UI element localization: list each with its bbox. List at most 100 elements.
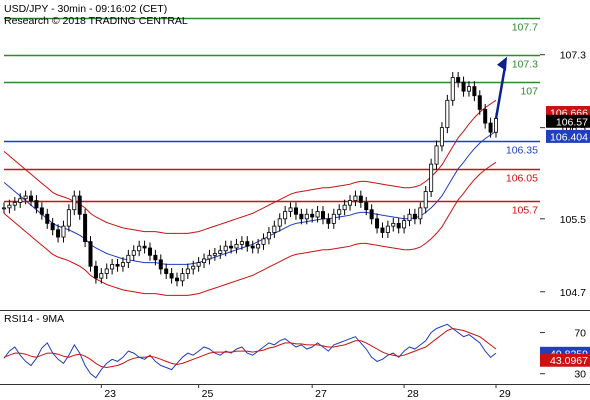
candle-body (418, 207, 423, 220)
candle-body (407, 213, 412, 222)
price-tag-label: 106.404 (550, 131, 588, 143)
candle-body (147, 247, 152, 256)
candle-body (391, 222, 396, 227)
candle-body (358, 195, 363, 203)
candle-body (364, 202, 369, 211)
level-label: 107 (520, 86, 538, 98)
candle-body (185, 268, 190, 274)
bollinger-bands (3, 99, 497, 296)
candle-body (450, 77, 455, 101)
forecast-arrow-head (497, 56, 507, 71)
candle-body (337, 209, 342, 215)
candle-body (126, 254, 131, 263)
candle-body (88, 241, 93, 267)
candle-body (466, 86, 471, 92)
rsi-lines (3, 323, 497, 379)
candle-body (434, 145, 439, 165)
candle-body (369, 209, 374, 220)
forecast-arrow-shaft (494, 66, 507, 119)
chart-title: USD/JPY - 30min - 09:16:02 (CET) (4, 3, 167, 15)
rsi-axis-ticks: 70 30 (540, 328, 586, 381)
candle-body (288, 207, 293, 212)
candle-body (483, 109, 488, 124)
candle-body (169, 273, 174, 279)
rsi-tags: 49.825943.0967 (540, 346, 590, 367)
price-tag-label: 106.57 (556, 116, 588, 128)
candle-body (310, 213, 315, 218)
main-background (0, 0, 590, 310)
candle-body (77, 195, 82, 215)
candle-body (493, 118, 498, 133)
candle-body (326, 218, 331, 224)
candle-body (461, 81, 466, 92)
candle-body (353, 195, 358, 201)
candle-body (110, 264, 115, 270)
candle-body (7, 204, 12, 209)
price-tag-box (546, 129, 590, 143)
candle-body (277, 218, 282, 227)
candle-body (175, 277, 180, 282)
candle-body (229, 245, 234, 249)
candle-body (234, 243, 239, 249)
level-label: 105.7 (512, 205, 538, 217)
candle-body (456, 77, 461, 83)
candle-body (256, 243, 261, 249)
candle-body (142, 245, 147, 249)
candle-body (34, 200, 39, 209)
level-label: 106.05 (506, 173, 538, 185)
candle-body (375, 218, 380, 229)
upper-band-line (3, 99, 497, 234)
candle-body (250, 245, 255, 249)
price-tick-label: 104.7 (560, 287, 586, 299)
price-tick-label: 105.5 (560, 214, 586, 226)
level-label: 106.35 (506, 145, 538, 157)
candle-body (272, 225, 277, 233)
candle-body (342, 204, 347, 211)
time-tick-label: 29 (499, 388, 511, 400)
candle-body (196, 262, 201, 267)
candle-body (266, 232, 271, 240)
candle-body (331, 213, 336, 224)
candle-body (202, 258, 207, 263)
candle-body (180, 273, 185, 282)
rsi-tag-label: 43.0967 (550, 355, 588, 367)
candle-body (12, 202, 17, 206)
price-tick-label: 107.3 (560, 50, 586, 62)
candle-body (29, 195, 34, 201)
rsi-ma-line (3, 327, 497, 369)
candle-body (45, 213, 50, 224)
candle-body (402, 220, 407, 229)
rsi-line (3, 323, 497, 379)
candle-body (83, 213, 88, 243)
price-tag-box (546, 114, 590, 128)
candle-body (120, 262, 125, 267)
candle-body (137, 245, 142, 252)
candle-body (239, 241, 244, 245)
candle-body (245, 241, 250, 247)
candle-body (153, 254, 158, 261)
candle-body (18, 198, 23, 203)
candle-body (472, 86, 477, 97)
lower-band-line (3, 161, 497, 296)
candle-body (380, 227, 385, 233)
candle-body (72, 195, 77, 211)
candle-body (439, 127, 444, 147)
candle-body (39, 207, 44, 215)
candle-body (56, 229, 61, 238)
candle-body (385, 225, 390, 233)
time-axis: 23 25 27 28 29 (100, 384, 511, 400)
candle-body (66, 209, 71, 227)
rsi-panel: 70 30 49.825943.0967 RSI14 - 9MA (3, 313, 590, 381)
candle-body (423, 191, 428, 209)
price-candles (2, 72, 498, 287)
candle-body (477, 95, 482, 110)
candle-body (115, 264, 120, 267)
rsi-title: RSI14 - 9MA (4, 313, 64, 325)
candle-body (164, 268, 169, 274)
candle-body (191, 265, 196, 270)
time-tick-label: 23 (104, 388, 116, 400)
candle-body (212, 253, 217, 256)
